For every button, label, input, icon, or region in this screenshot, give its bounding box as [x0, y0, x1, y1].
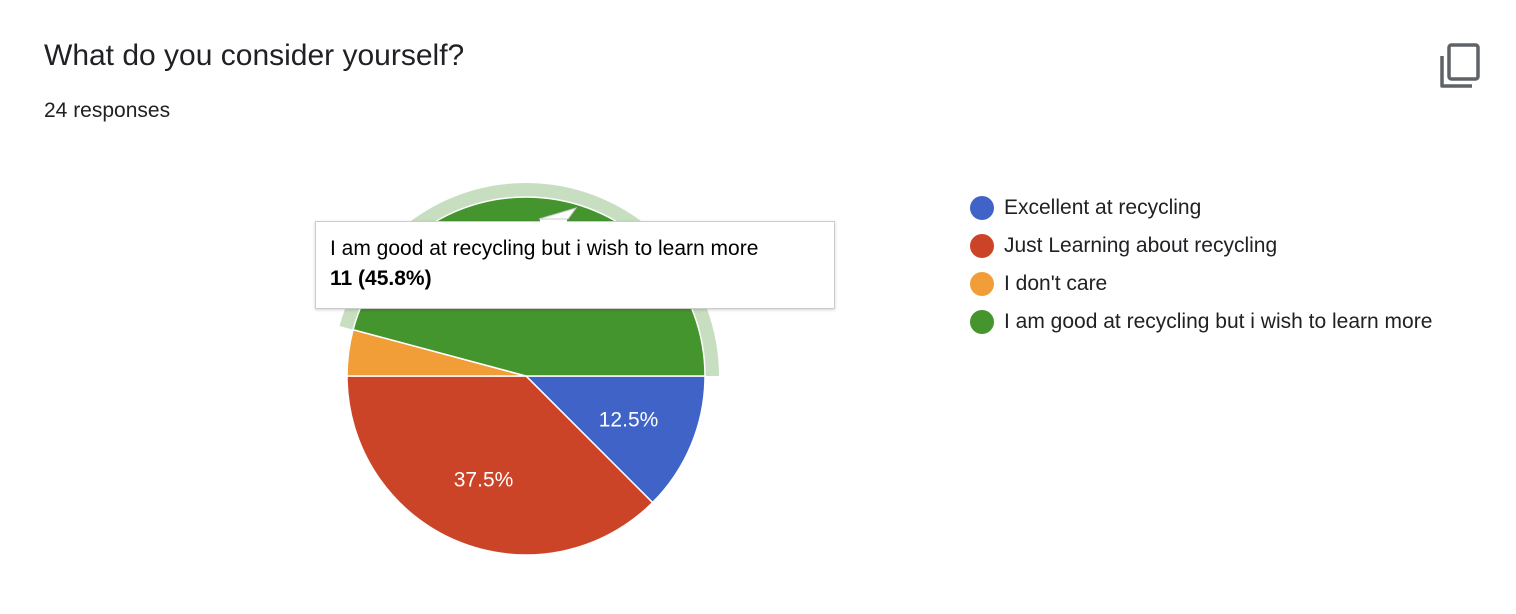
copy-chart-button[interactable]: [1434, 38, 1486, 90]
legend-swatch: [970, 310, 994, 334]
legend-label: Excellent at recycling: [1004, 196, 1202, 219]
tooltip-value: 11 (45.8%): [330, 267, 432, 290]
pie-chart: 12.5% 37.5%: [339, 183, 719, 556]
responses-count: 24 responses: [44, 99, 171, 122]
pie-slice-1[interactable]: [524, 375, 706, 504]
legend-label: I am good at recycling but i wish to lea…: [1004, 310, 1433, 333]
chart-tooltip: I am good at recycling but i wish to lea…: [315, 221, 835, 309]
question-title: What do you consider yourself?: [44, 39, 465, 72]
legend-item[interactable]: I am good at recycling but i wish to lea…: [970, 306, 1450, 338]
legend-item[interactable]: I don't care: [970, 268, 1450, 300]
legend-label: I don't care: [1004, 272, 1108, 295]
legend-swatch: [970, 234, 994, 258]
chart-legend: Excellent at recycling Just Learning abou…: [970, 192, 1450, 344]
legend-swatch: [970, 196, 994, 220]
legend-label: Just Learning about recycling: [1004, 234, 1278, 257]
slice-value-label: 12.5%: [599, 408, 659, 431]
pie-slice-2[interactable]: [346, 375, 654, 556]
legend-item[interactable]: Excellent at recycling: [970, 192, 1450, 224]
tooltip-label: I am good at recycling but i wish to lea…: [330, 237, 759, 260]
copy-icon: [1440, 43, 1480, 88]
legend-swatch: [970, 272, 994, 296]
slice-value-label: 37.5%: [454, 469, 514, 492]
legend-item[interactable]: Just Learning about recycling: [970, 230, 1450, 262]
